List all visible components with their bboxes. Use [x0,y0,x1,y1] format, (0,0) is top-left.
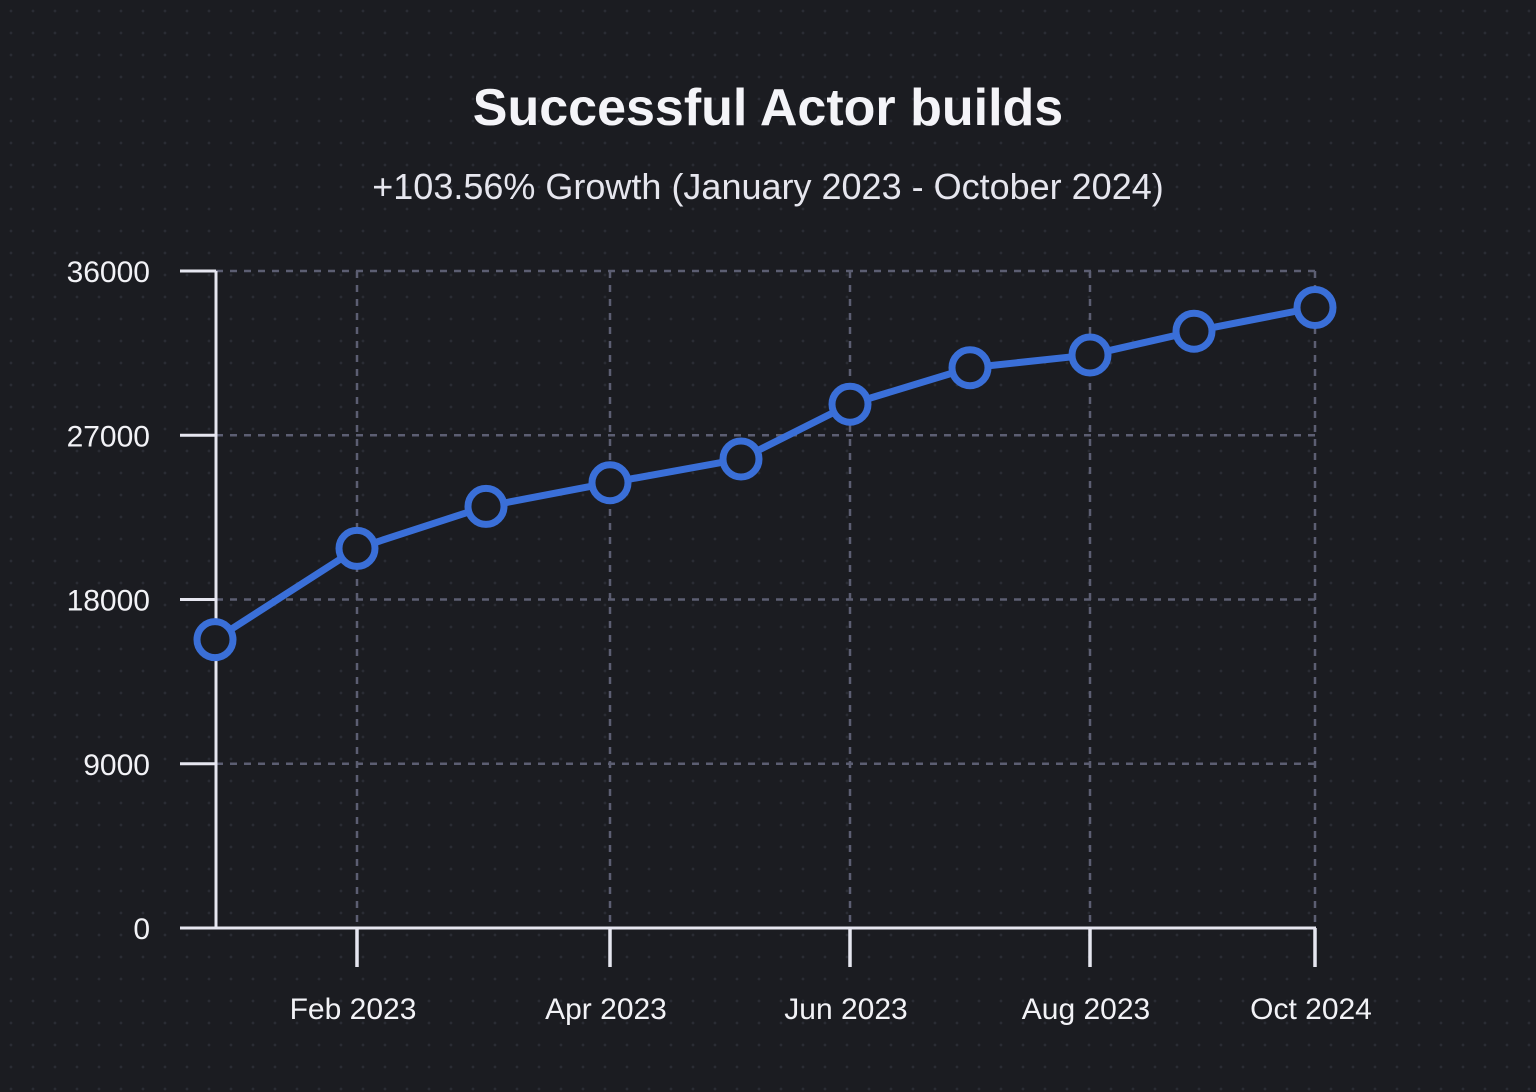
x-tick-label: Feb 2023 [290,993,417,1026]
y-tick-label: 36000 [67,256,150,289]
data-point-marker [1068,333,1112,377]
data-point-marker [1293,286,1337,329]
data-point-marker [335,526,379,570]
chart-title: Successful Actor builds [472,79,1064,137]
x-tick-label: Jun 2023 [784,993,907,1026]
x-tick-label: Apr 2023 [545,993,667,1026]
data-point-marker [828,382,872,426]
data-point-marker [193,618,237,662]
y-tick-label: 9000 [83,749,150,782]
x-tick-label: Aug 2023 [1022,993,1150,1026]
data-point-marker [719,437,763,481]
series-line [211,304,1319,644]
data-point-marker [464,484,508,528]
y-tick-label: 27000 [67,420,150,453]
x-tick-label: Oct 2024 [1250,993,1372,1026]
y-tick-label: 0 [133,913,150,946]
data-point-marker [948,346,992,390]
data-point-marker [588,461,632,505]
y-tick-label: 18000 [67,585,150,618]
chart-subtitle: +103.56% Growth (January 2023 - October … [372,166,1164,207]
data-point-marker [1172,309,1216,353]
